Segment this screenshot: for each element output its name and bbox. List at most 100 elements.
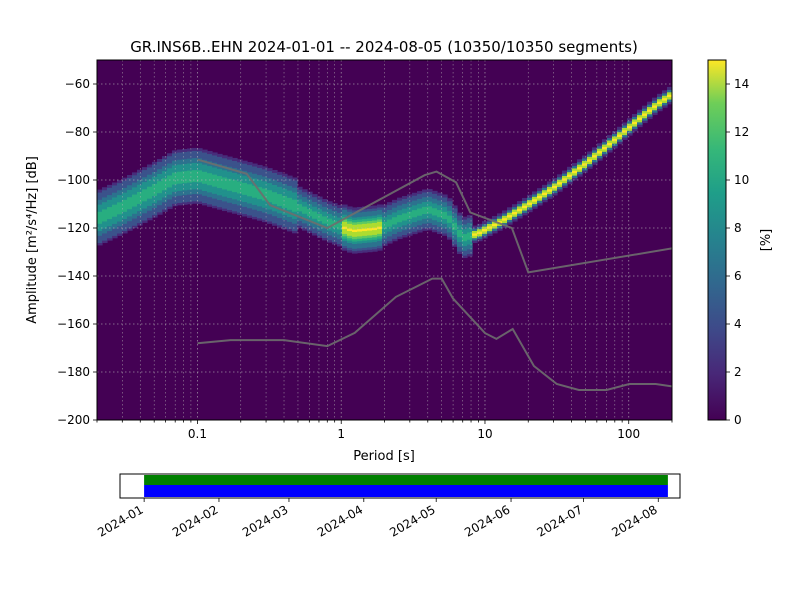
heatmap-cell [332,205,338,209]
heatmap-cell [147,198,153,202]
heatmap-cell [137,193,143,197]
heatmap-cell [212,157,218,161]
heatmap-cell [167,206,173,210]
heatmap-cell [312,213,318,217]
heatmap-cell [422,211,428,215]
heatmap-cell [117,196,123,200]
heatmap-cell [297,220,303,224]
heatmap-cell [287,216,293,220]
heatmap-cell [442,204,448,208]
heatmap-cell [177,195,183,199]
heatmap-cell [487,228,493,232]
heatmap-cell [137,196,143,200]
heatmap-cell [372,241,378,245]
heatmap-cell [117,220,123,224]
heatmap-cell [532,205,538,209]
heatmap-cell [432,207,438,211]
heatmap-cell [262,175,268,179]
heatmap-cell [232,191,238,195]
heatmap-cell [257,167,263,171]
heatmap-cell [342,233,348,237]
heatmap-cell [342,206,348,210]
heatmap-cell [172,150,178,154]
date-tick-label: 2024-02 [170,502,220,539]
heatmap-cell [272,210,278,214]
heatmap-cell [642,112,648,116]
heatmap-cell [167,203,173,207]
heatmap-cell [222,181,228,185]
heatmap-cell [202,195,208,199]
heatmap-cell [137,188,143,192]
heatmap-cell [272,217,278,221]
heatmap-cell [412,223,418,227]
heatmap-cell [122,216,128,220]
heatmap-cell [467,251,473,255]
heatmap-cell [342,223,348,227]
y-axis-label: Amplitude [m²/s⁴/Hz] [dB] [25,156,40,324]
heatmap-cell [147,171,153,175]
heatmap-cell [342,214,348,218]
heatmap-cell [122,223,128,227]
heatmap-cell [247,193,253,197]
heatmap-cell [162,175,168,179]
heatmap-cell [457,217,463,221]
heatmap-cell [167,182,173,186]
heatmap-cell [427,196,433,200]
heatmap-cell [382,209,388,213]
heatmap-cell [292,230,298,234]
heatmap-cell [102,232,108,236]
heatmap-cell [277,215,283,219]
heatmap-cell [327,210,333,214]
heatmap-cell [137,184,143,188]
heatmap-cell [582,167,588,171]
heatmap-cell [182,187,188,191]
heatmap-cell [397,200,403,204]
heatmap-cell [512,218,518,222]
heatmap-cell [182,177,188,181]
heatmap-cell [142,186,148,190]
heatmap-cell [447,234,453,238]
heatmap-cell [132,217,138,221]
heatmap-cell [237,178,243,182]
heatmap-cell [652,112,658,116]
heatmap-cell [402,198,408,202]
heatmap-cell [397,214,403,218]
heatmap-cell [312,201,318,205]
heatmap-cell [202,202,208,206]
heatmap-cell [177,168,183,172]
heatmap-cell [212,198,218,202]
date-tick-label: 2024-05 [387,502,437,539]
heatmap-cell [217,199,223,203]
heatmap-cell [197,164,203,168]
heatmap-cell [512,206,518,210]
heatmap-cell [272,203,278,207]
heatmap-cell [402,229,408,233]
heatmap-cell [252,168,258,172]
heatmap-cell [257,200,263,204]
heatmap-cell [387,211,393,215]
heatmap-cell [127,196,133,200]
heatmap-cell [182,185,188,188]
heatmap-cell [412,202,418,206]
heatmap-cell [347,235,353,239]
heatmap-cell [452,205,458,209]
heatmap-cell [422,199,428,203]
heatmap-cell [117,192,123,196]
heatmap-cell [367,232,373,236]
heatmap-cell [232,165,238,169]
heatmap-cell [237,212,243,216]
heatmap-cell [152,205,158,209]
heatmap-cell [327,218,333,222]
heatmap-cell [327,201,333,205]
heatmap-cell [522,197,528,201]
heatmap-cell [462,238,468,242]
date-tick-label: 2024-01 [95,502,145,539]
heatmap-cell [427,210,433,214]
heatmap-cell [207,196,213,200]
heatmap-cell [447,229,453,233]
heatmap-cell [107,211,113,215]
heatmap-cell [647,104,653,108]
heatmap-cell [247,174,253,178]
heatmap-cell [592,149,598,153]
